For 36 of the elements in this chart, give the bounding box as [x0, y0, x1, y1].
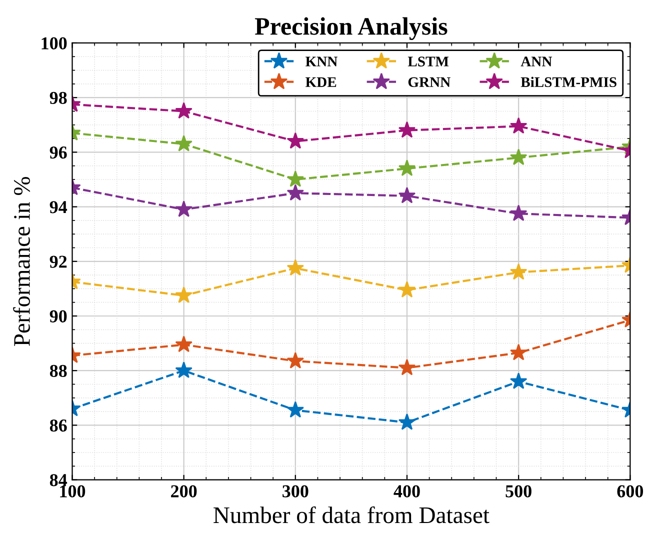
y-tick-label: 94 — [50, 201, 68, 214]
point — [286, 352, 304, 368]
point — [398, 160, 416, 176]
x-tick-label: 500 — [506, 485, 532, 498]
x-tick-label: 600 — [617, 485, 644, 498]
x-tick-label: 300 — [282, 485, 308, 498]
legend-label: GRNN — [408, 77, 450, 88]
point — [398, 186, 416, 204]
point — [398, 121, 416, 138]
point — [286, 401, 304, 418]
point — [286, 259, 304, 276]
y-axis-title: Performance in % — [13, 176, 30, 346]
legend-label: BiLSTM-PMIS — [520, 76, 616, 88]
legend-label: KDE — [306, 77, 336, 87]
y-tick-label: 96 — [50, 146, 67, 159]
point — [398, 358, 416, 376]
y-tick-label: 86 — [50, 419, 67, 432]
x-tick-label: 100 — [60, 485, 86, 498]
point — [398, 281, 416, 298]
y-tick-label: 88 — [50, 364, 67, 378]
legend-label: KNN — [306, 56, 338, 66]
y-tick-label: 92 — [50, 256, 67, 268]
x-tick-label: 200 — [171, 485, 197, 498]
point — [286, 170, 304, 187]
point — [398, 413, 416, 430]
legend-label: ANN — [520, 56, 552, 66]
y-tick-label: 90 — [50, 310, 67, 322]
x-tick-label: 400 — [394, 485, 420, 498]
chart-title: Precision Analysis — [254, 17, 448, 40]
legend-label: LSTM — [408, 56, 449, 66]
point — [286, 184, 304, 201]
y-tick-label: 84 — [50, 474, 68, 486]
y-tick-label: 100 — [42, 37, 67, 50]
y-tick-label: 98 — [50, 92, 67, 104]
point — [286, 132, 304, 149]
x-axis-title: Number of data from Dataset — [214, 506, 490, 524]
